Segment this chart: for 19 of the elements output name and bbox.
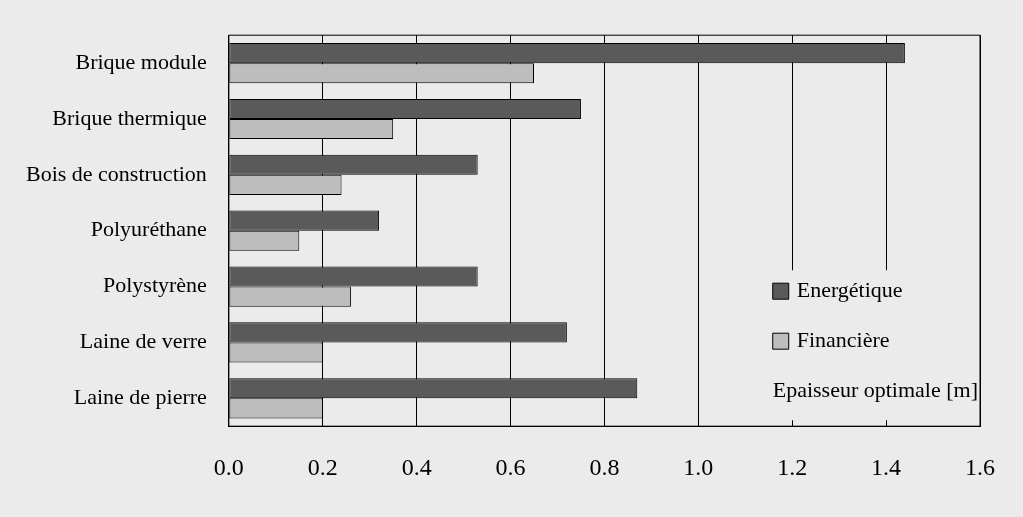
x-tick-label: 0.2 — [307, 453, 338, 480]
x-tick-label: 1.0 — [683, 453, 714, 480]
y-tick-label: Bois de construction — [25, 160, 207, 186]
y-tick-label: Brique thermique — [52, 104, 207, 130]
x-tick-label: 1.4 — [871, 453, 902, 480]
y-tick-label: Polyuréthane — [90, 216, 207, 242]
y-tick-label: Laine de pierre — [73, 384, 207, 410]
legend-label: Energétique — [796, 276, 903, 302]
x-tick-label: 1.2 — [777, 453, 808, 480]
x-tick-label: 0.4 — [401, 453, 432, 480]
x-tick-label: 0.6 — [495, 453, 526, 480]
y-tick-label: Laine de verre — [79, 328, 207, 354]
x-tick-label: 1.6 — [965, 453, 995, 480]
x-axis-title: Epaisseur optimale [m] — [772, 376, 979, 402]
x-tick-label: 0.8 — [589, 453, 620, 480]
x-tick-label: 0.0 — [213, 453, 244, 480]
y-tick-label: Polystyrène — [102, 272, 207, 298]
legend-label: Financière — [796, 326, 890, 352]
y-tick-label: Brique module — [75, 48, 207, 74]
